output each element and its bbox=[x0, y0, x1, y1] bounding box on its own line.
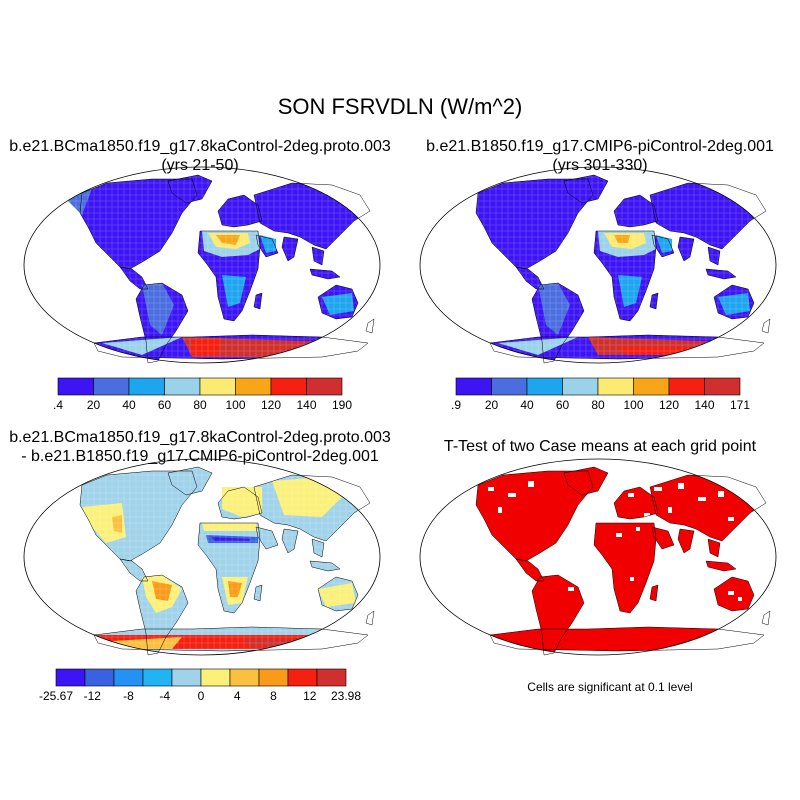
panel1-title-line1: b.e21.BCma1850.f19_g17.8kaControl-2deg.p… bbox=[9, 138, 391, 155]
colorbar-swatch bbox=[633, 377, 670, 396]
colorbar-tick-label: 100 bbox=[623, 398, 643, 412]
colorbar-tick-label: 140 bbox=[694, 398, 714, 412]
colorbar-tick-label: 120 bbox=[659, 398, 679, 412]
colorbar-tick-label: 80 bbox=[591, 398, 605, 412]
colorbar-tick-label: 140 bbox=[296, 398, 316, 412]
colorbar-tick-label: 171 bbox=[730, 398, 750, 412]
panel3-title: b.e21.BCma1850.f19_g17.8kaControl-2deg.p… bbox=[0, 428, 400, 466]
colorbar-swatch bbox=[258, 668, 289, 687]
colorbar-swatch bbox=[562, 377, 599, 396]
colorbar-swatch bbox=[668, 377, 705, 396]
colorbar-tick-label: 40 bbox=[520, 398, 534, 412]
colorbar-swatch bbox=[142, 668, 173, 687]
colorbar-swatch bbox=[287, 668, 318, 687]
map-border bbox=[23, 166, 381, 364]
colorbar-swatch bbox=[526, 377, 563, 396]
colorbar-tick-label: -12 bbox=[84, 689, 102, 703]
colorbar-swatch bbox=[128, 377, 165, 396]
colorbar-tick-label: 23.98 bbox=[331, 689, 361, 703]
colorbar-swatch bbox=[270, 377, 307, 396]
colorbar-tick-label: 60 bbox=[158, 398, 172, 412]
colorbar-swatch bbox=[164, 377, 201, 396]
colorbar-swatch bbox=[171, 668, 202, 687]
map-panel-4 bbox=[419, 458, 777, 656]
colorbar-panel2: .9 20 40 60 80 100 120 140 171 bbox=[451, 377, 750, 412]
panel3-title-line1: b.e21.BCma1850.f19_g17.8kaControl-2deg.p… bbox=[9, 429, 391, 446]
colorbar-tick-label: 120 bbox=[261, 398, 281, 412]
colorbar-swatch bbox=[235, 377, 272, 396]
colorbar-swatch bbox=[597, 377, 634, 396]
colorbar-tick-label: 12 bbox=[303, 689, 317, 703]
significant-cells bbox=[476, 467, 770, 655]
significance-note: Cells are significant at 0.1 level bbox=[527, 680, 693, 694]
colorbar-tick-label: 60 bbox=[556, 398, 570, 412]
colorbar-swatch bbox=[199, 377, 236, 396]
non-significant-cells bbox=[488, 481, 742, 601]
colorbar-tick-label: -25.67 bbox=[39, 689, 73, 703]
colorbar-tick-label: 190 bbox=[332, 398, 352, 412]
colorbar-swatch bbox=[316, 668, 347, 687]
colorbar-swatch bbox=[306, 377, 343, 396]
colorbar-tick-label: 40 bbox=[122, 398, 136, 412]
colorbar-swatch bbox=[55, 668, 86, 687]
colorbar-swatch bbox=[200, 668, 231, 687]
colorbar-tick-label: -8 bbox=[123, 689, 134, 703]
colorbar-tick-label: 8 bbox=[270, 689, 277, 703]
colorbar-panel3: -25.67 -12 -8 -4 0 4 8 12 23.98 bbox=[39, 668, 361, 703]
map-panel-2 bbox=[419, 166, 777, 364]
panel2-title-line1: b.e21.B1850.f19_g17.CMIP6-piControl-2deg… bbox=[426, 138, 774, 155]
colorbar-tick-label: 20 bbox=[87, 398, 101, 412]
colorbar-swatch bbox=[229, 668, 260, 687]
colorbar-swatch bbox=[113, 668, 144, 687]
colorbar-tick-label: 100 bbox=[225, 398, 245, 412]
colorbar-swatch bbox=[93, 377, 130, 396]
colorbar-swatch bbox=[491, 377, 528, 396]
colorbar-tick-label: .9 bbox=[451, 398, 461, 412]
colorbar-tick-label: 20 bbox=[485, 398, 499, 412]
colorbar-tick-label: -4 bbox=[159, 689, 170, 703]
colorbar-tick-label: .4 bbox=[53, 398, 63, 412]
colorbar-swatch bbox=[57, 377, 94, 396]
colorbar-swatch bbox=[704, 377, 741, 396]
panel4-title: T-Test of two Case means at each grid po… bbox=[443, 438, 757, 455]
figure-title: SON FSRVDLN (W/m^2) bbox=[277, 94, 523, 119]
colorbar-tick-label: 4 bbox=[234, 689, 241, 703]
colorbar-tick-label: 80 bbox=[193, 398, 207, 412]
colorbar-tick-label: 0 bbox=[198, 689, 205, 703]
map-panel-3 bbox=[23, 458, 381, 656]
panel3-title-line2: - b.e21.B1850.f19_g17.CMIP6-piControl-2d… bbox=[21, 448, 379, 465]
colorbar-swatch bbox=[455, 377, 492, 396]
map-panel-1 bbox=[23, 166, 381, 364]
colorbar-panel1: .4 20 40 60 80 100 120 140 190 bbox=[53, 377, 352, 412]
colorbar-swatch bbox=[84, 668, 115, 687]
